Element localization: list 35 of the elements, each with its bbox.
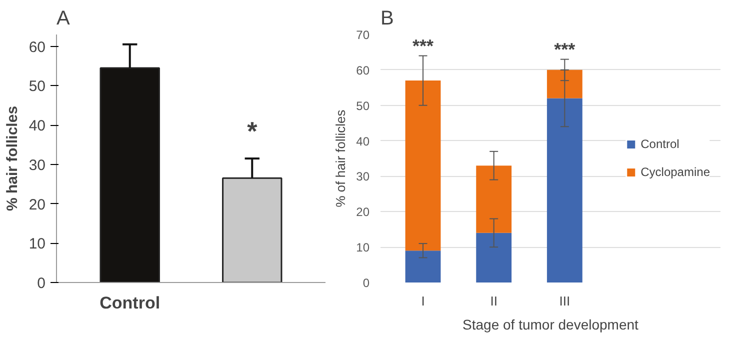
legend-label: Control <box>640 137 680 151</box>
y-tick-label: 60 <box>28 38 46 56</box>
x-tick-label: Control <box>100 294 160 312</box>
bar <box>405 250 441 282</box>
y-tick-label: 50 <box>356 98 370 113</box>
y-tick-label: 40 <box>356 134 370 148</box>
y-tick-label: 20 <box>356 205 370 220</box>
y-tick-label: 60 <box>356 63 370 78</box>
x-tick-label: I <box>421 294 425 308</box>
bar <box>476 232 512 282</box>
y-axis-title: % hair follicles <box>4 106 21 212</box>
y-tick-label: 50 <box>28 78 46 96</box>
annotation: *** <box>412 36 434 56</box>
y-tick-label: 40 <box>28 118 46 135</box>
bar <box>476 166 512 233</box>
y-tick-label: 30 <box>356 170 370 184</box>
x-tick-label: II <box>490 294 498 308</box>
y-tick-label: 10 <box>28 236 46 253</box>
annotation: *** <box>554 39 576 60</box>
x-axis-title: Stage of tumor development <box>462 316 639 332</box>
y-tick-label: 10 <box>356 240 370 255</box>
y-axis-title: % of hair follicles <box>333 109 348 208</box>
annotation: * <box>247 116 258 146</box>
bar <box>546 70 582 98</box>
legend-label: Cyclopamine <box>640 165 710 179</box>
y-tick-label: 0 <box>37 275 46 292</box>
bar <box>546 98 582 282</box>
y-tick-label: 70 <box>356 28 370 42</box>
y-tick-label: 20 <box>28 196 46 214</box>
chart-title: A <box>56 8 70 30</box>
chart-title: B <box>380 8 394 30</box>
x-tick-label: III <box>559 294 570 308</box>
y-tick-label: 30 <box>28 156 46 174</box>
y-tick-label: 0 <box>362 276 370 290</box>
bar <box>405 80 441 251</box>
